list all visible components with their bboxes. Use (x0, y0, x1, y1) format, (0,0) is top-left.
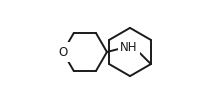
Text: NH: NH (120, 41, 138, 54)
Text: O: O (58, 46, 67, 58)
